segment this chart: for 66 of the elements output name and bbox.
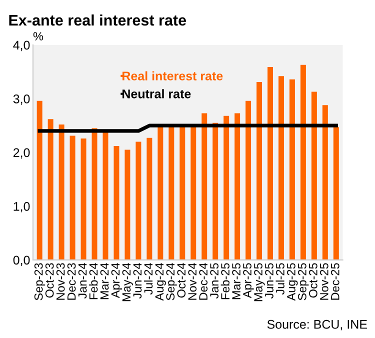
- bar: [80, 138, 86, 260]
- bar: [300, 64, 306, 260]
- bar: [102, 130, 108, 260]
- y-tick-label: 0,0: [13, 256, 30, 266]
- x-tick-label: Jan-25: [210, 263, 219, 299]
- chart-title: Ex-ante real interest rate: [9, 14, 186, 26]
- x-tick-label: Oct-25: [309, 263, 318, 298]
- x-tick-label: May-24: [122, 263, 133, 302]
- x-tick-label: Nov-25: [320, 263, 328, 300]
- legend-label: Neutral rate: [122, 89, 191, 98]
- bar: [124, 150, 130, 260]
- x-tick-label: Apr-24: [111, 263, 122, 298]
- bar: [180, 126, 186, 260]
- x-tick-label: Feb-24: [89, 263, 98, 300]
- bar: [278, 76, 284, 260]
- bar: [114, 146, 120, 260]
- x-tick-label: Oct-24: [177, 263, 186, 298]
- x-tick-label: Sep-25: [298, 263, 309, 300]
- bar: [190, 126, 196, 260]
- x-tick-label: Jun-24: [133, 263, 142, 299]
- bar: [224, 116, 230, 260]
- x-tick-label: Jul-25: [276, 263, 284, 295]
- x-tick-label: Aug-24: [155, 263, 166, 301]
- x-tick-label: Dec-24: [199, 263, 208, 300]
- bar: [168, 126, 174, 260]
- x-tick-label: May-25: [254, 263, 265, 302]
- x-tick-label: Dec-25: [330, 263, 340, 300]
- x-tick-label: Dec-23: [67, 263, 76, 300]
- x-tick-label: Aug-25: [287, 263, 298, 301]
- bar: [289, 79, 295, 260]
- bar: [36, 100, 42, 260]
- bar: [322, 105, 328, 260]
- source-note: Source: BCU, INE: [267, 320, 367, 330]
- x-tick-label: Mar-25: [232, 263, 240, 300]
- bar: [136, 142, 142, 260]
- x-tick-label: Sep-23: [34, 263, 46, 300]
- y-tick-label: 2,0: [13, 148, 30, 159]
- y-axis-title: %: [33, 32, 44, 40]
- x-tick-label: Jun-25: [265, 263, 274, 299]
- bar: [92, 128, 98, 260]
- x-tick-label: Apr-25: [243, 263, 254, 298]
- legend-label: Real interest rate: [122, 71, 223, 80]
- bar: [246, 100, 252, 260]
- x-tick-label: Nov-24: [188, 263, 197, 300]
- x-tick-label: Jul-24: [144, 263, 153, 295]
- x-tick-label: Sep-24: [166, 263, 177, 300]
- x-tick-label: Feb-25: [220, 263, 230, 300]
- bar: [146, 138, 152, 260]
- y-tick-label: 1,0: [14, 202, 30, 212]
- x-tick-label: Oct-23: [45, 263, 54, 298]
- x-tick-label: Nov-23: [56, 263, 65, 300]
- y-tick-label: 4,0: [13, 40, 30, 52]
- bar: [70, 136, 76, 260]
- bar: [311, 92, 317, 260]
- y-tick-label: 3,0: [13, 94, 30, 105]
- bar: [212, 122, 218, 260]
- bar: [268, 66, 273, 260]
- bar: [256, 82, 262, 260]
- bar: [333, 127, 339, 260]
- bar: [158, 126, 164, 260]
- bar: [48, 119, 54, 260]
- bar: [58, 124, 64, 260]
- bar: [234, 113, 240, 260]
- x-tick-label: Jan-24: [78, 263, 87, 299]
- bar: [202, 113, 208, 260]
- x-tick-label: Mar-24: [100, 263, 109, 300]
